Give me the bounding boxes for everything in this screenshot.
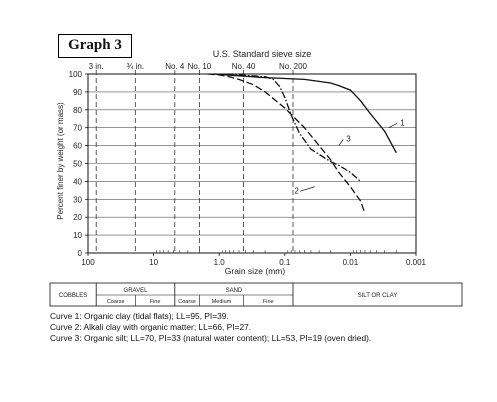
y-tick-label-2: 20: [73, 213, 82, 222]
graph-label: Graph 3: [58, 34, 132, 58]
sieve-label-1: ¾ in.: [127, 62, 144, 71]
y-tick-label-8: 80: [73, 106, 82, 115]
class-gravel: GRAVEL: [124, 288, 149, 294]
class-cobbles: COBBLES: [59, 293, 87, 299]
x-tick-label-2: 1.0: [214, 258, 226, 267]
curve-label-leader-1: [388, 123, 398, 129]
y-tick-label-10: 100: [69, 70, 83, 79]
curve-3: [213, 73, 362, 182]
y-tick-label-4: 40: [73, 177, 82, 186]
caption-curve-3: Curve 3: Organic silt; LL=70, PI=33 (nat…: [50, 333, 372, 343]
y-tick-label-7: 70: [73, 124, 82, 133]
class-sand-fine: Fine: [263, 299, 274, 305]
curve-label-leader-3: [338, 139, 344, 146]
class-sand-coarse: Coarse: [178, 299, 196, 305]
sieve-label-0: 3 in.: [89, 62, 104, 71]
x-tick-label-0: 100: [81, 258, 95, 267]
curve-captions: Curve 1: Organic clay (tidal flats); LL=…: [50, 311, 371, 344]
classification-band: [49, 282, 463, 307]
y-tick-label-5: 50: [73, 160, 82, 169]
curve-label-3: 3: [346, 134, 351, 143]
curve-label-2: 2: [294, 186, 299, 195]
x-axis-label: Grain size (mm): [225, 266, 286, 276]
class-gravel-fine: Fine: [150, 299, 161, 305]
x-tick-label-4: 0.01: [343, 258, 359, 267]
class-gravel-coarse: Coarse: [107, 299, 125, 305]
curve-label-leader-2: [299, 186, 315, 192]
sieve-label-4: No. 40: [232, 62, 256, 71]
x-tick-label-5: 0.001: [406, 258, 427, 267]
curve-2: [207, 73, 366, 214]
y-axis-label: Percent finer by weight (or mass): [56, 102, 65, 220]
class-sand-medium: Medium: [212, 299, 232, 305]
y-tick-label-9: 90: [73, 88, 82, 97]
curve-label-1: 1: [400, 118, 405, 127]
caption-curve-2: Curve 2: Alkali clay with organic matter…: [50, 322, 252, 332]
y-tick-label-0: 0: [78, 249, 83, 258]
class-silt-clay: SILT OR CLAY: [358, 293, 398, 299]
x-tick-label-1: 10: [149, 258, 158, 267]
caption-curve-1: Curve 1: Organic clay (tidal flats); LL=…: [50, 311, 229, 321]
y-tick-label-1: 10: [73, 231, 82, 240]
sieve-label-3: No. 10: [188, 62, 212, 71]
class-sand: SAND: [226, 288, 243, 294]
chart-title: U.S. Standard sieve size: [213, 49, 312, 59]
curve-1: [213, 73, 397, 154]
sieve-label-2: No. 4: [165, 62, 185, 71]
y-tick-label-6: 60: [73, 142, 82, 151]
x-tick-label-3: 0.1: [279, 258, 291, 267]
sieve-label-5: No. 200: [279, 62, 308, 71]
y-tick-label-3: 30: [73, 195, 82, 204]
